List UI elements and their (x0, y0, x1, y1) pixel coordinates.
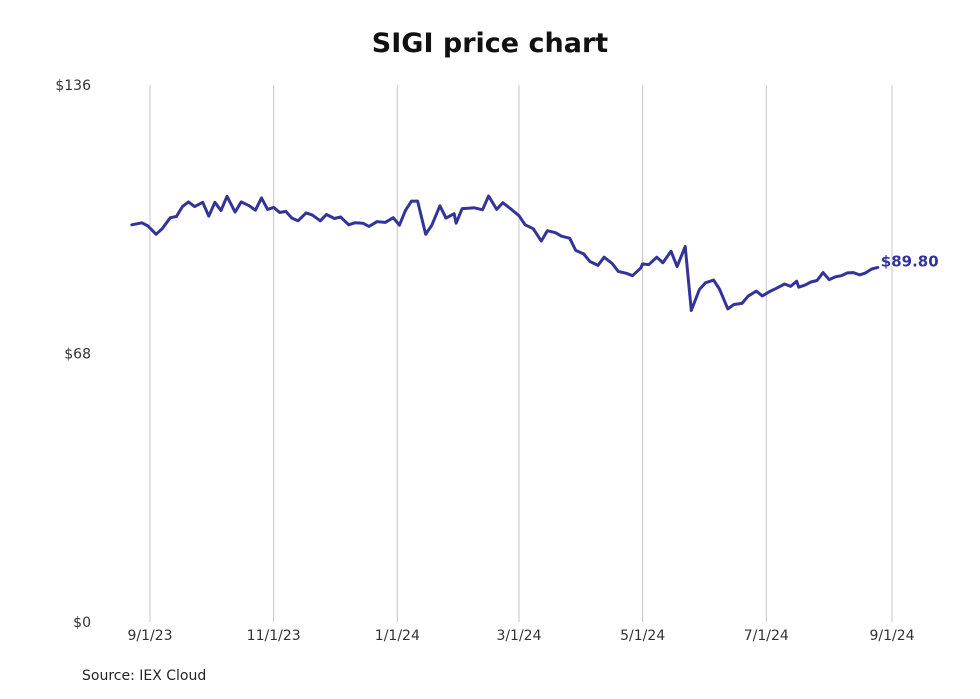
vertical-gridlines (149, 85, 893, 622)
x-axis-ticks: 9/1/23 11/1/23 1/1/24 3/1/24 5/1/24 7/1/24 9/1… (127, 628, 914, 644)
y-tick-label: $136 (55, 78, 91, 94)
price-series-line (130, 194, 880, 312)
x-tick-label: 9/1/24 (869, 628, 914, 644)
y-tick-label: $0 (73, 615, 91, 631)
last-price-label: $89.80 (881, 252, 939, 270)
x-tick-label: 11/1/23 (247, 628, 301, 644)
x-tick-label: 3/1/24 (496, 628, 541, 644)
chart-title: SIGI price chart (371, 28, 609, 59)
x-tick-label: 5/1/24 (620, 628, 665, 644)
x-tick-label: 9/1/23 (127, 628, 172, 644)
source-note: Source: IEX Cloud (82, 668, 207, 684)
y-axis-ticks: $0 $68 $136 (55, 78, 91, 631)
x-tick-label: 7/1/24 (744, 628, 789, 644)
x-tick-label: 1/1/24 (375, 628, 420, 644)
y-tick-label: $68 (64, 347, 91, 363)
